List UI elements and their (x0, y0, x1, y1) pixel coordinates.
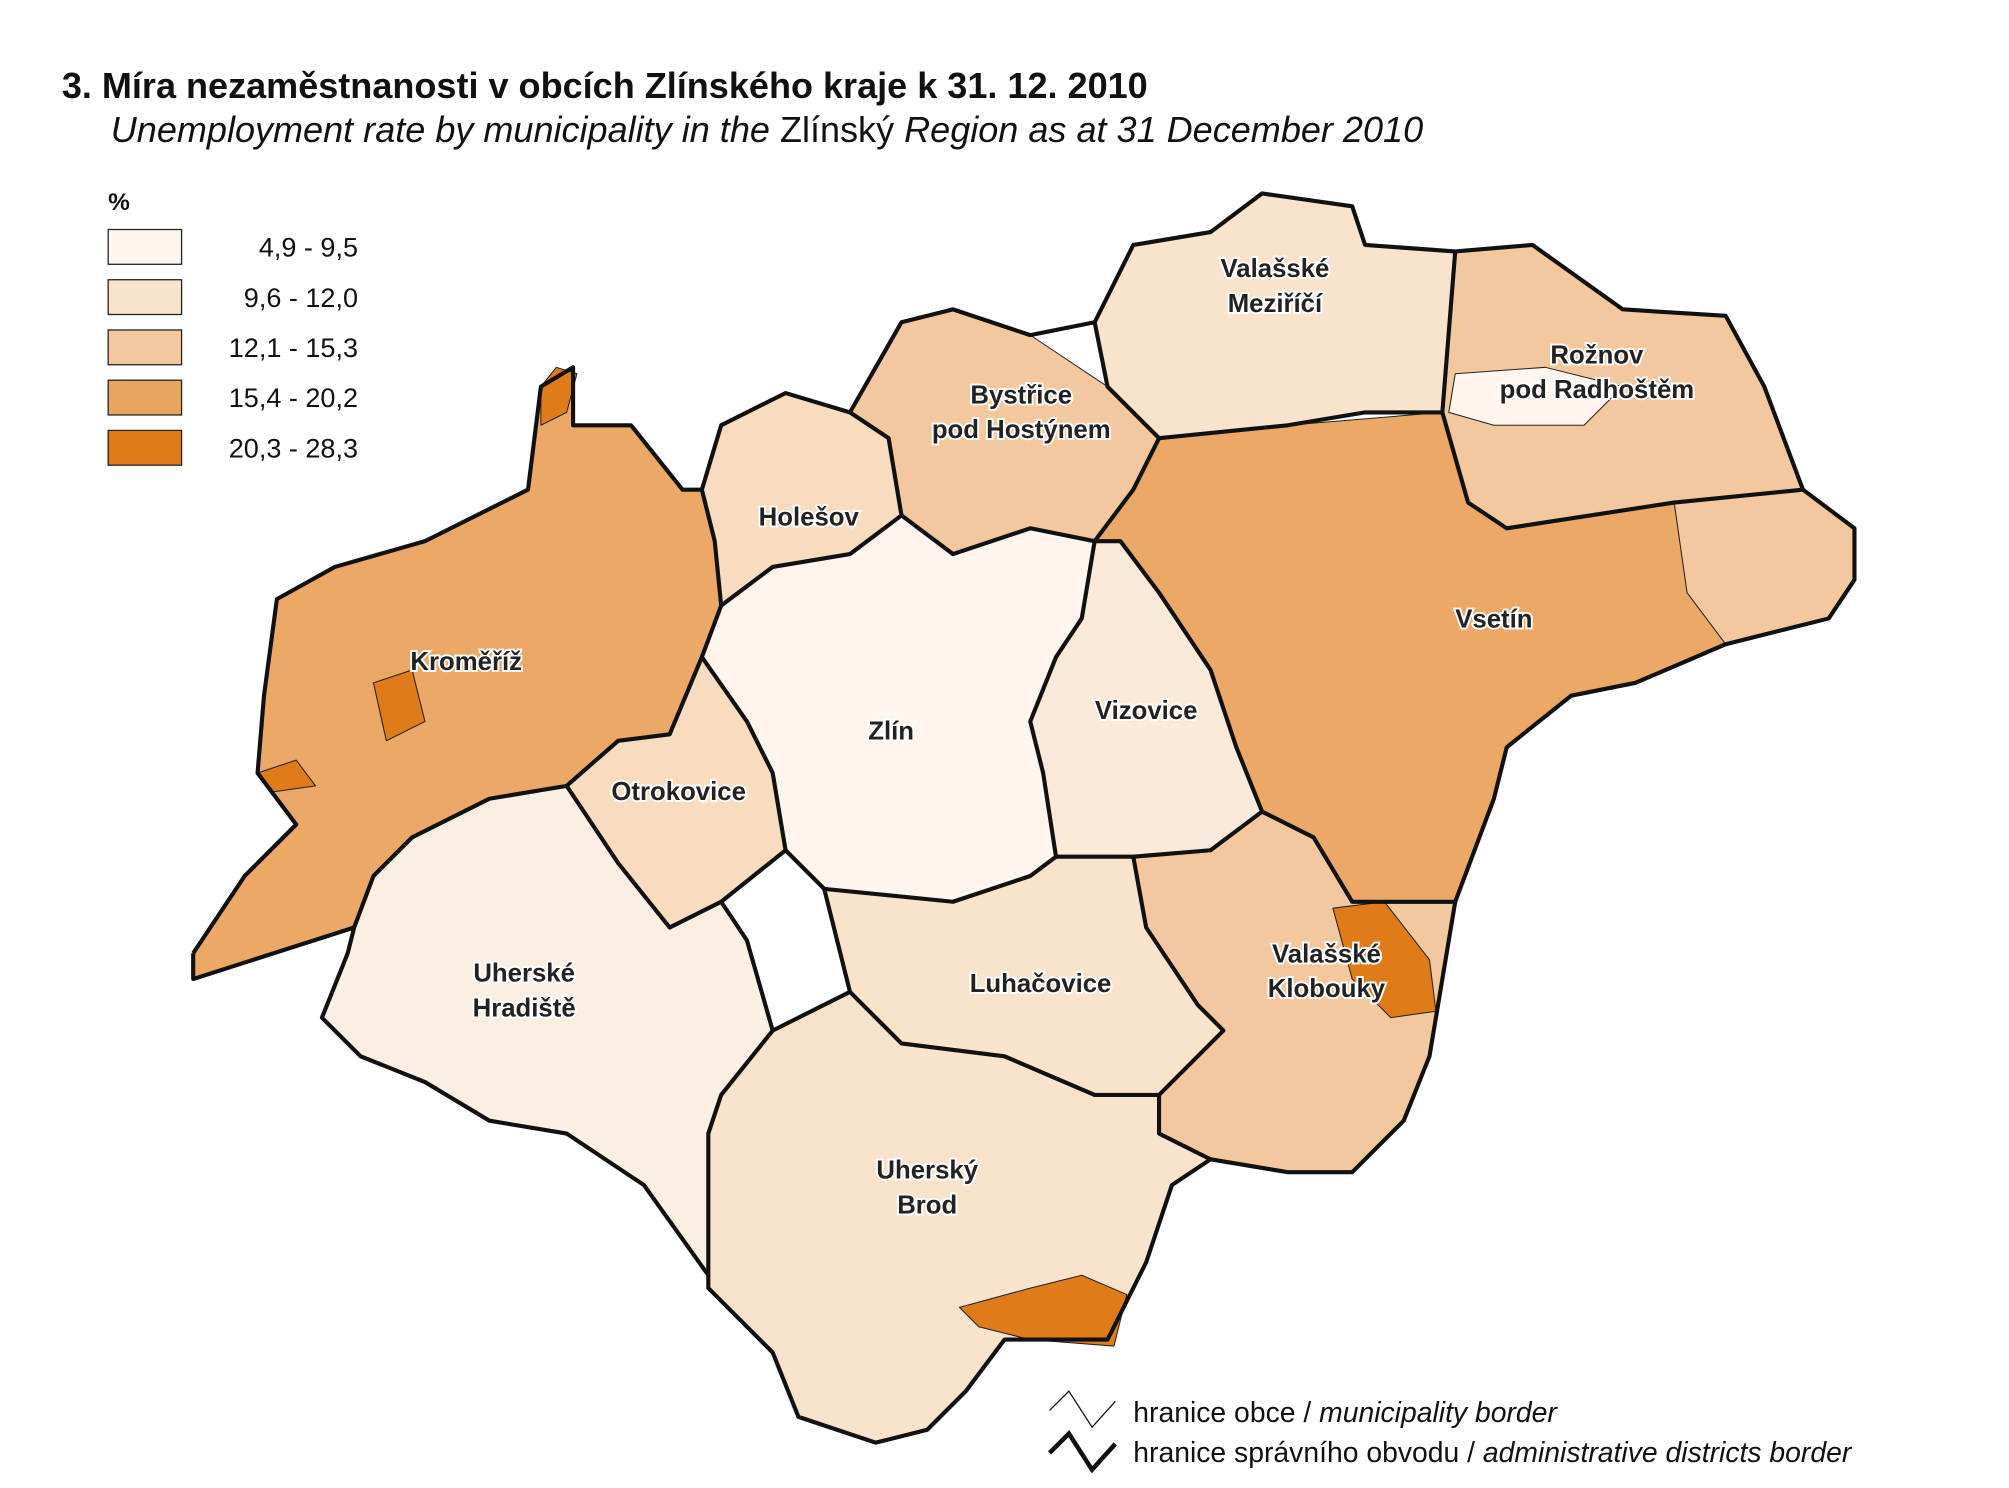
district-label: Bystřice (970, 381, 1072, 409)
legend-label: 4,9 - 9,5 (259, 233, 358, 263)
district-label: Uherský (876, 1157, 978, 1185)
district-label: Uherské (473, 960, 575, 988)
municipality-border-icon (1049, 1390, 1116, 1429)
subtitle-part: Region as at 31 December 2010 (894, 109, 1423, 150)
subtitle-part: Unemployment rate by municipality in the (111, 109, 780, 150)
legend-label: 15,4 - 20,2 (229, 383, 358, 413)
border-legend-label: hranice správního obvodu / administrativ… (1133, 1437, 1853, 1469)
legend: % 4,9 - 9,5 9,6 - 12,0 12,1 - 15,3 15,4 - 20… (107, 189, 358, 466)
district-label: Hradiště (473, 994, 576, 1022)
region-map (191, 191, 1857, 1445)
map-subtitle: Unemployment rate by municipality in the… (111, 109, 1423, 150)
municipality (958, 1274, 1128, 1347)
district-borders (191, 191, 1857, 1445)
legend-swatch (107, 329, 183, 366)
district-label: pod Hostýnem (932, 416, 1111, 444)
legend-label: 9,6 - 12,0 (244, 283, 358, 313)
district-label: Otrokovice (611, 778, 746, 806)
border-legend: hranice obce / municipality borderhranic… (1047, 1390, 1853, 1474)
legend-swatch (107, 379, 183, 416)
border-legend-part: hranice správního obvodu / (1133, 1437, 1483, 1469)
district-label: pod Radhoštěm (1500, 376, 1695, 404)
border-legend-part: municipality border (1319, 1397, 1558, 1429)
district-label: Klobouky (1268, 975, 1386, 1003)
district-label: Kroměříž (410, 648, 522, 676)
district-border-icon (1047, 1430, 1117, 1474)
district-label: Valašské (1272, 940, 1381, 968)
border-legend-part: hranice obce / (1133, 1397, 1319, 1429)
district-labels: Valašské Meziříčí Rožnov pod Radhoštěm Bystř… (408, 253, 1696, 1221)
legend-label: 12,1 - 15,3 (229, 333, 358, 363)
municipality (1448, 366, 1624, 426)
border-legend-part: administrative districts border (1483, 1437, 1853, 1469)
border-legend-label: hranice obce / municipality border (1133, 1397, 1558, 1429)
district-label: Holešov (759, 504, 860, 532)
legend-swatch (107, 279, 183, 316)
municipality (372, 669, 426, 742)
district-label: Luhačovice (970, 970, 1112, 998)
district-label: Zlín (868, 717, 914, 745)
district-label: Meziříčí (1228, 290, 1323, 318)
district-label: Vizovice (1095, 697, 1198, 725)
district-label: Vsetín (1455, 605, 1532, 633)
legend-swatch (107, 228, 183, 265)
district-label: Brod (897, 1191, 957, 1219)
district-label: Rožnov (1550, 341, 1644, 369)
legend-label: 20,3 - 28,3 (229, 433, 358, 463)
district-label: Valašské (1221, 255, 1330, 283)
legend-unit: % (108, 189, 130, 216)
legend-swatch (107, 429, 183, 466)
map-title: 3. Míra nezaměstnanosti v obcích Zlínské… (62, 65, 1148, 106)
subtitle-part: Zlínský (780, 109, 894, 150)
